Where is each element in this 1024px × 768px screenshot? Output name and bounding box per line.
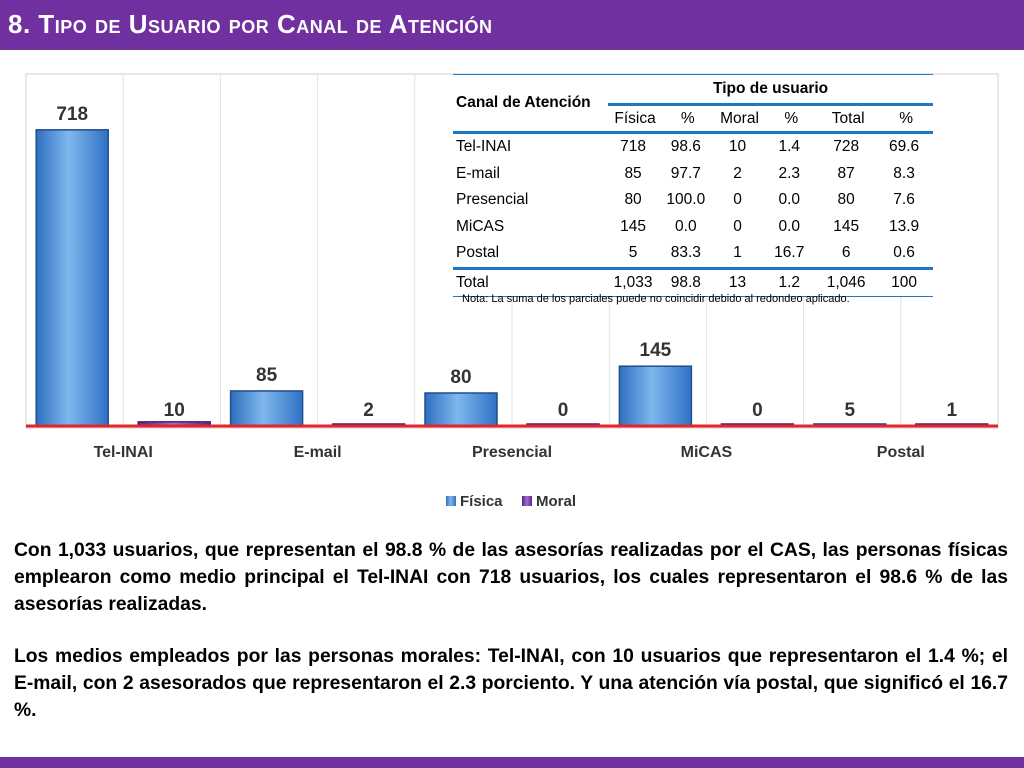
data-label: 1 [947,400,958,421]
table-cell: 2 [733,164,742,182]
table-cell: 69.6 [889,138,920,156]
data-label: 80 [450,367,471,388]
table-cell: 0.0 [778,191,801,209]
table-cell: 98.6 [670,138,701,156]
page-title: 8. Tipo de Usuario por Canal de Atención [8,9,493,39]
table-cell: 1.2 [765,266,818,297]
column-header: Total [817,104,880,134]
paragraph: Los medios empleados por las personas mo… [14,646,1008,721]
row-label: Tel-INAI [456,138,512,156]
table-cell: 0.0 [778,217,801,235]
table-cell: 1,033 [608,266,662,297]
title-bar: 8. Tipo de Usuario por Canal de Atención [0,0,1024,50]
table-cell: 83.3 [670,244,701,262]
table-cell: 728 [833,138,860,156]
column-header: Moral [713,104,766,134]
table-note: Nota: La suma de los parciales puede no … [462,293,850,305]
legend-swatch-fisica [446,496,456,506]
table-cell: 8.3 [893,164,915,182]
table-cell: 0.0 [675,217,697,235]
row-label: Presencial [456,191,529,209]
group-header: Tipo de usuario [608,74,933,106]
data-label: 718 [56,104,88,125]
data-label: 145 [640,340,672,361]
row-label: Total [453,266,609,297]
column-header: % [879,104,933,134]
table-cell: 145 [620,217,646,235]
table-cell: 10 [728,138,747,156]
table-cell: 145 [833,217,860,235]
category-label: Tel-INAI [94,444,153,461]
data-label: 10 [164,400,185,421]
legend-swatch-moral [522,496,532,506]
data-label: 0 [558,400,569,421]
table-cell: 97.7 [670,164,701,182]
table-cell: 16.7 [774,244,805,262]
table-cell: 1 [733,244,742,262]
table-cell: 718 [620,138,646,156]
table-row: Postal 5 83.3 1 16.7 6 0.6 [453,240,933,268]
row-label: MiCAS [456,217,505,235]
table-cell: 87 [837,164,855,182]
table-cell: 5 [628,244,638,262]
legend-label-fisica: Física [460,493,503,510]
bar-fisica [424,392,498,427]
category-label: E-mail [294,444,342,461]
table-cell: 80 [624,191,642,209]
table-cell: 0 [733,191,742,209]
data-label: 5 [845,400,856,421]
column-header: Física [608,104,662,134]
bar-fisica [618,365,693,427]
category-label: Presencial [472,444,552,461]
table-cell: 98.8 [661,266,714,297]
category-label: MiCAS [681,444,733,461]
row-label: Postal [456,244,500,262]
table-cell: 1.4 [778,138,801,156]
bar-fisica [35,129,109,427]
table-cell: 0.6 [893,244,915,262]
table-total-row: Total 1,033 98.8 13 1.2 1,046 100 [453,266,933,297]
column-header: % [661,104,714,134]
table-subheader-row: Física % Moral % Total % [453,104,933,134]
data-label: 2 [363,400,374,421]
table-cell: 80 [837,191,855,209]
canal-header: Canal de Atención [453,74,609,134]
bar-fisica [229,390,304,427]
table-cell: 1,046 [817,266,880,297]
table-row: Tel-INAI 718 98.6 10 1.4 728 69.6 [453,133,933,161]
table-cell: 13 [713,266,766,297]
table-header-row: Canal de Atención Tipo de usuario [453,74,933,134]
table-row: MiCAS 145 0.0 0 0.0 145 13.9 [453,214,933,241]
table-cell: 85 [624,164,642,182]
table-cell: 100 [879,266,933,297]
table-row: E-mail 85 97.7 2 2.3 87 8.3 [453,161,933,188]
body-text: Con 1,033 usuarios, que representan el 9… [14,537,1008,749]
table-cell: 0 [733,217,742,235]
bottom-bar [0,757,1024,768]
column-header: % [765,104,818,134]
table-cell: 6 [841,244,851,262]
legend-label-moral: Moral [536,493,576,510]
table-cell: 2.3 [778,164,801,182]
paragraph: Con 1,033 usuarios, que representan el 9… [14,540,1008,615]
data-table: Canal de Atención Tipo de usuario Física… [453,74,933,297]
data-label: 0 [752,400,763,421]
table-row: Presencial 80 100.0 0 0.0 80 7.6 [453,187,933,214]
category-label: Postal [877,444,925,461]
table-cell: 7.6 [893,191,915,209]
data-label: 85 [256,365,278,386]
row-label: E-mail [456,164,500,182]
table-cell: 100.0 [666,191,706,209]
table-cell: 13.9 [889,217,920,235]
